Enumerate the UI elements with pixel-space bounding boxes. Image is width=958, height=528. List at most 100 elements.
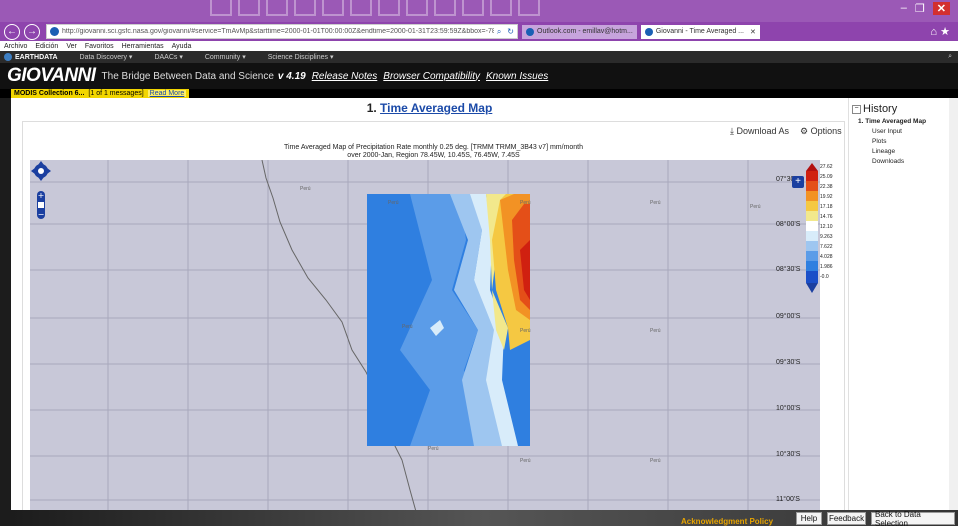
svg-text:+: +: [38, 191, 45, 200]
place-label: Perú: [520, 200, 531, 206]
place-label: Perú: [650, 328, 661, 334]
browser-compatibility-link[interactable]: Browser Compatibility: [383, 70, 480, 82]
close-tab-icon[interactable]: ✕: [750, 28, 756, 36]
menu-community[interactable]: Community ▾: [204, 54, 246, 61]
scrollbar[interactable]: [949, 98, 958, 526]
history-list: 1. Time Averaged Map User Input Plots Li…: [852, 117, 952, 167]
minimize-icon[interactable]: –: [900, 2, 907, 14]
colorbar-label: 25.09: [820, 174, 833, 180]
map-view[interactable]: Perú Perú Perú Perú Perú Perú Perú Perú …: [30, 160, 820, 526]
back-to-data-selection-button[interactable]: Back to Data Selection: [871, 510, 955, 528]
options-label: Options: [810, 126, 842, 136]
map-expand-button[interactable]: +: [792, 176, 804, 188]
history-title: History: [863, 103, 898, 115]
known-issues-link[interactable]: Known Issues: [486, 70, 549, 82]
place-label: Perú: [300, 186, 311, 192]
earthdata-logo[interactable]: EARTHDATA: [4, 53, 58, 61]
lat-label: 08°00'S: [776, 221, 801, 228]
colorbar-label: 14.76: [820, 214, 833, 220]
history-item-lineage[interactable]: Lineage: [872, 148, 896, 155]
history-tree: − History 1. Time Averaged Map User Inpu…: [852, 103, 952, 167]
tab-outlook[interactable]: Outlook.com - emillav@hotm...: [522, 24, 637, 39]
map-canvas: [30, 160, 820, 526]
colorbar-label: 4.028: [820, 254, 833, 260]
collapse-icon[interactable]: −: [852, 104, 861, 114]
footer-bar: [11, 510, 958, 526]
pan-control-icon[interactable]: [31, 161, 51, 181]
history-header[interactable]: − History: [852, 103, 952, 115]
download-as-button[interactable]: ⤓ Download As: [730, 126, 789, 137]
tab-label: Outlook.com - emillav@hotm...: [537, 28, 633, 35]
menu-daacs[interactable]: DAACs ▾: [154, 54, 183, 61]
refresh-icon[interactable]: ↻: [507, 27, 514, 36]
place-label: Perú: [428, 446, 439, 452]
place-label: Perú: [388, 200, 399, 206]
result-number: 1.: [366, 101, 377, 115]
download-label: Download As: [736, 126, 790, 136]
menu-edicion[interactable]: Edición: [35, 42, 59, 50]
lat-label: 10°00'S: [776, 405, 801, 412]
colorbar-label: -0.0: [820, 274, 829, 280]
lat-label: 07°30'S: [776, 176, 801, 183]
search-icon[interactable]: ⌕: [948, 53, 952, 60]
menu-data-discovery[interactable]: Data Discovery ▾: [79, 54, 133, 61]
map-zoom-controls: + −: [31, 161, 51, 224]
map-title-line1: Time Averaged Map of Precipitation Rate …: [283, 144, 584, 151]
tagline: The Bridge Between Data and Science: [101, 70, 274, 82]
place-label: Perú: [750, 204, 761, 210]
lat-label: 11°00'S: [776, 496, 800, 503]
close-window-icon[interactable]: ✕: [932, 2, 950, 15]
browser-icons: ⌂ ★: [930, 25, 950, 38]
colorbar-label: 22.38: [820, 184, 833, 190]
options-button[interactable]: ⚙ Options: [800, 126, 842, 137]
earthdata-bar: EARTHDATA Data Discovery ▾ DAACs ▾ Commu…: [0, 51, 958, 63]
history-item-time-averaged-map[interactable]: 1. Time Averaged Map: [858, 118, 927, 125]
place-label: Perú: [402, 324, 413, 330]
giovanni-logo[interactable]: GIOVANNI: [7, 65, 96, 86]
release-notes-link[interactable]: Release Notes: [311, 70, 378, 82]
messages-bar: MODIS Collection 6... [1 of 1 messages] …: [0, 89, 958, 98]
forward-icon[interactable]: →: [24, 23, 40, 40]
menu-science-disciplines[interactable]: Science Disciplines ▾: [267, 54, 334, 61]
map-title: Time Averaged Map of Precipitation Rate …: [22, 144, 845, 160]
feedback-button[interactable]: Feedback: [827, 512, 866, 525]
read-more-link[interactable]: Read More: [147, 90, 187, 97]
favorites-star-icon[interactable]: ★: [940, 26, 950, 38]
message-count: [1 of 1 messages]: [88, 90, 144, 97]
download-icon: ⤓: [730, 126, 734, 136]
message-label: MODIS Collection 6...: [14, 90, 85, 97]
menu-herramientas[interactable]: Herramientas: [121, 42, 164, 50]
place-label: Perú: [520, 458, 531, 464]
acknowledgment-policy-link[interactable]: Acknowledgment Policy: [681, 517, 774, 526]
version-label: v 4.19: [277, 70, 306, 82]
browser-menubar: Archivo Edición Ver Favoritos Herramient…: [0, 41, 958, 51]
menu-favoritos[interactable]: Favoritos: [84, 42, 114, 50]
menu-ver[interactable]: Ver: [66, 42, 77, 50]
result-title-link[interactable]: Time Averaged Map: [380, 101, 493, 115]
zoom-slider-icon[interactable]: + −: [37, 191, 45, 219]
menu-archivo[interactable]: Archivo: [4, 42, 28, 50]
message-banner: MODIS Collection 6... [1 of 1 messages] …: [11, 89, 190, 98]
back-icon[interactable]: ←: [4, 23, 20, 40]
maximize-icon[interactable]: ❐: [914, 3, 925, 15]
home-icon[interactable]: ⌂: [930, 26, 938, 38]
history-item-downloads[interactable]: Downloads: [872, 158, 905, 165]
coastline: [261, 160, 421, 526]
place-label: Perú: [650, 200, 661, 206]
lat-label: 08°30'S: [776, 266, 801, 273]
menu-ayuda[interactable]: Ayuda: [171, 42, 192, 50]
colorbar-label: 12.10: [820, 224, 833, 230]
history-item-plots[interactable]: Plots: [872, 138, 887, 145]
history-item-user-input[interactable]: User Input: [872, 128, 902, 135]
search-icon[interactable]: ⌕: [496, 26, 502, 36]
gear-icon: ⚙: [800, 126, 809, 136]
help-button[interactable]: Help: [796, 512, 822, 525]
colorbar-label: 9.263: [820, 234, 833, 240]
lat-label: 09°30'S: [776, 359, 801, 366]
colorbar-label: 19.92: [820, 194, 833, 200]
address-bar[interactable]: http://giovanni.sci.gsfc.nasa.gov/giovan…: [46, 24, 518, 39]
place-label: Perú: [520, 328, 531, 334]
colorbar-label: 7.622: [820, 244, 833, 250]
tab-favicon-icon: [644, 27, 653, 36]
tab-giovanni[interactable]: Giovanni - Time Averaged ... ✕: [640, 24, 760, 39]
